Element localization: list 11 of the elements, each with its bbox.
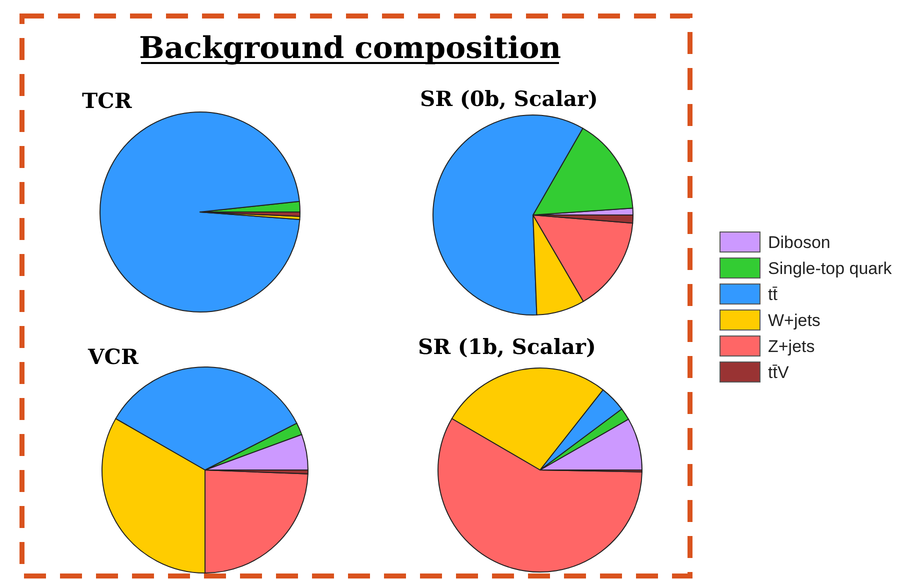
legend-label: W+jets — [768, 311, 820, 330]
legend-label: Single-top quark — [768, 259, 892, 278]
chart-title: SR (1b, Scalar) — [418, 334, 596, 359]
legend-label: Z+jets — [768, 337, 815, 356]
chart-title: VCR — [87, 344, 140, 369]
chart-title: SR (0b, Scalar) — [420, 86, 598, 111]
legend-label: tt̄V — [768, 363, 790, 382]
legend-label: tt̄ — [768, 285, 778, 304]
legend-label: Diboson — [768, 233, 830, 252]
chart-title: TCR — [82, 88, 132, 113]
text: Background composition — [138, 31, 562, 66]
